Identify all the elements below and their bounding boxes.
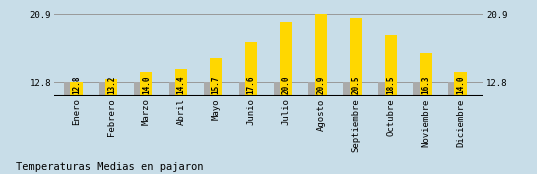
Bar [238,82,251,96]
Text: 18.5: 18.5 [386,76,395,94]
Bar [308,82,321,96]
Text: 16.3: 16.3 [421,76,430,94]
Bar [210,58,222,96]
Bar [134,82,146,96]
Bar [344,82,355,96]
Bar [64,82,76,96]
Bar [105,79,118,96]
Text: 14.0: 14.0 [456,76,465,94]
Text: 14.0: 14.0 [142,76,151,94]
Bar [140,72,153,96]
Bar [384,35,397,96]
Bar [379,82,390,96]
Text: 20.9: 20.9 [316,76,325,94]
Bar [280,22,292,96]
Bar [70,82,83,96]
Text: Temperaturas Medias en pajaron: Temperaturas Medias en pajaron [16,162,204,172]
Bar [315,14,327,96]
Text: 17.6: 17.6 [246,76,256,94]
Bar [448,82,460,96]
Bar [350,18,362,96]
Text: 13.2: 13.2 [107,76,116,94]
Text: 20.0: 20.0 [281,76,291,94]
Bar [273,82,286,96]
Bar [413,82,425,96]
Bar [99,82,111,96]
Bar [169,82,181,96]
Bar [175,69,187,96]
Bar [454,72,467,96]
Text: 20.5: 20.5 [351,76,360,94]
Bar [245,42,257,96]
Bar [204,82,216,96]
Bar [419,53,432,96]
Text: 15.7: 15.7 [212,76,221,94]
Text: 12.8: 12.8 [72,76,81,94]
Text: 14.4: 14.4 [177,76,186,94]
